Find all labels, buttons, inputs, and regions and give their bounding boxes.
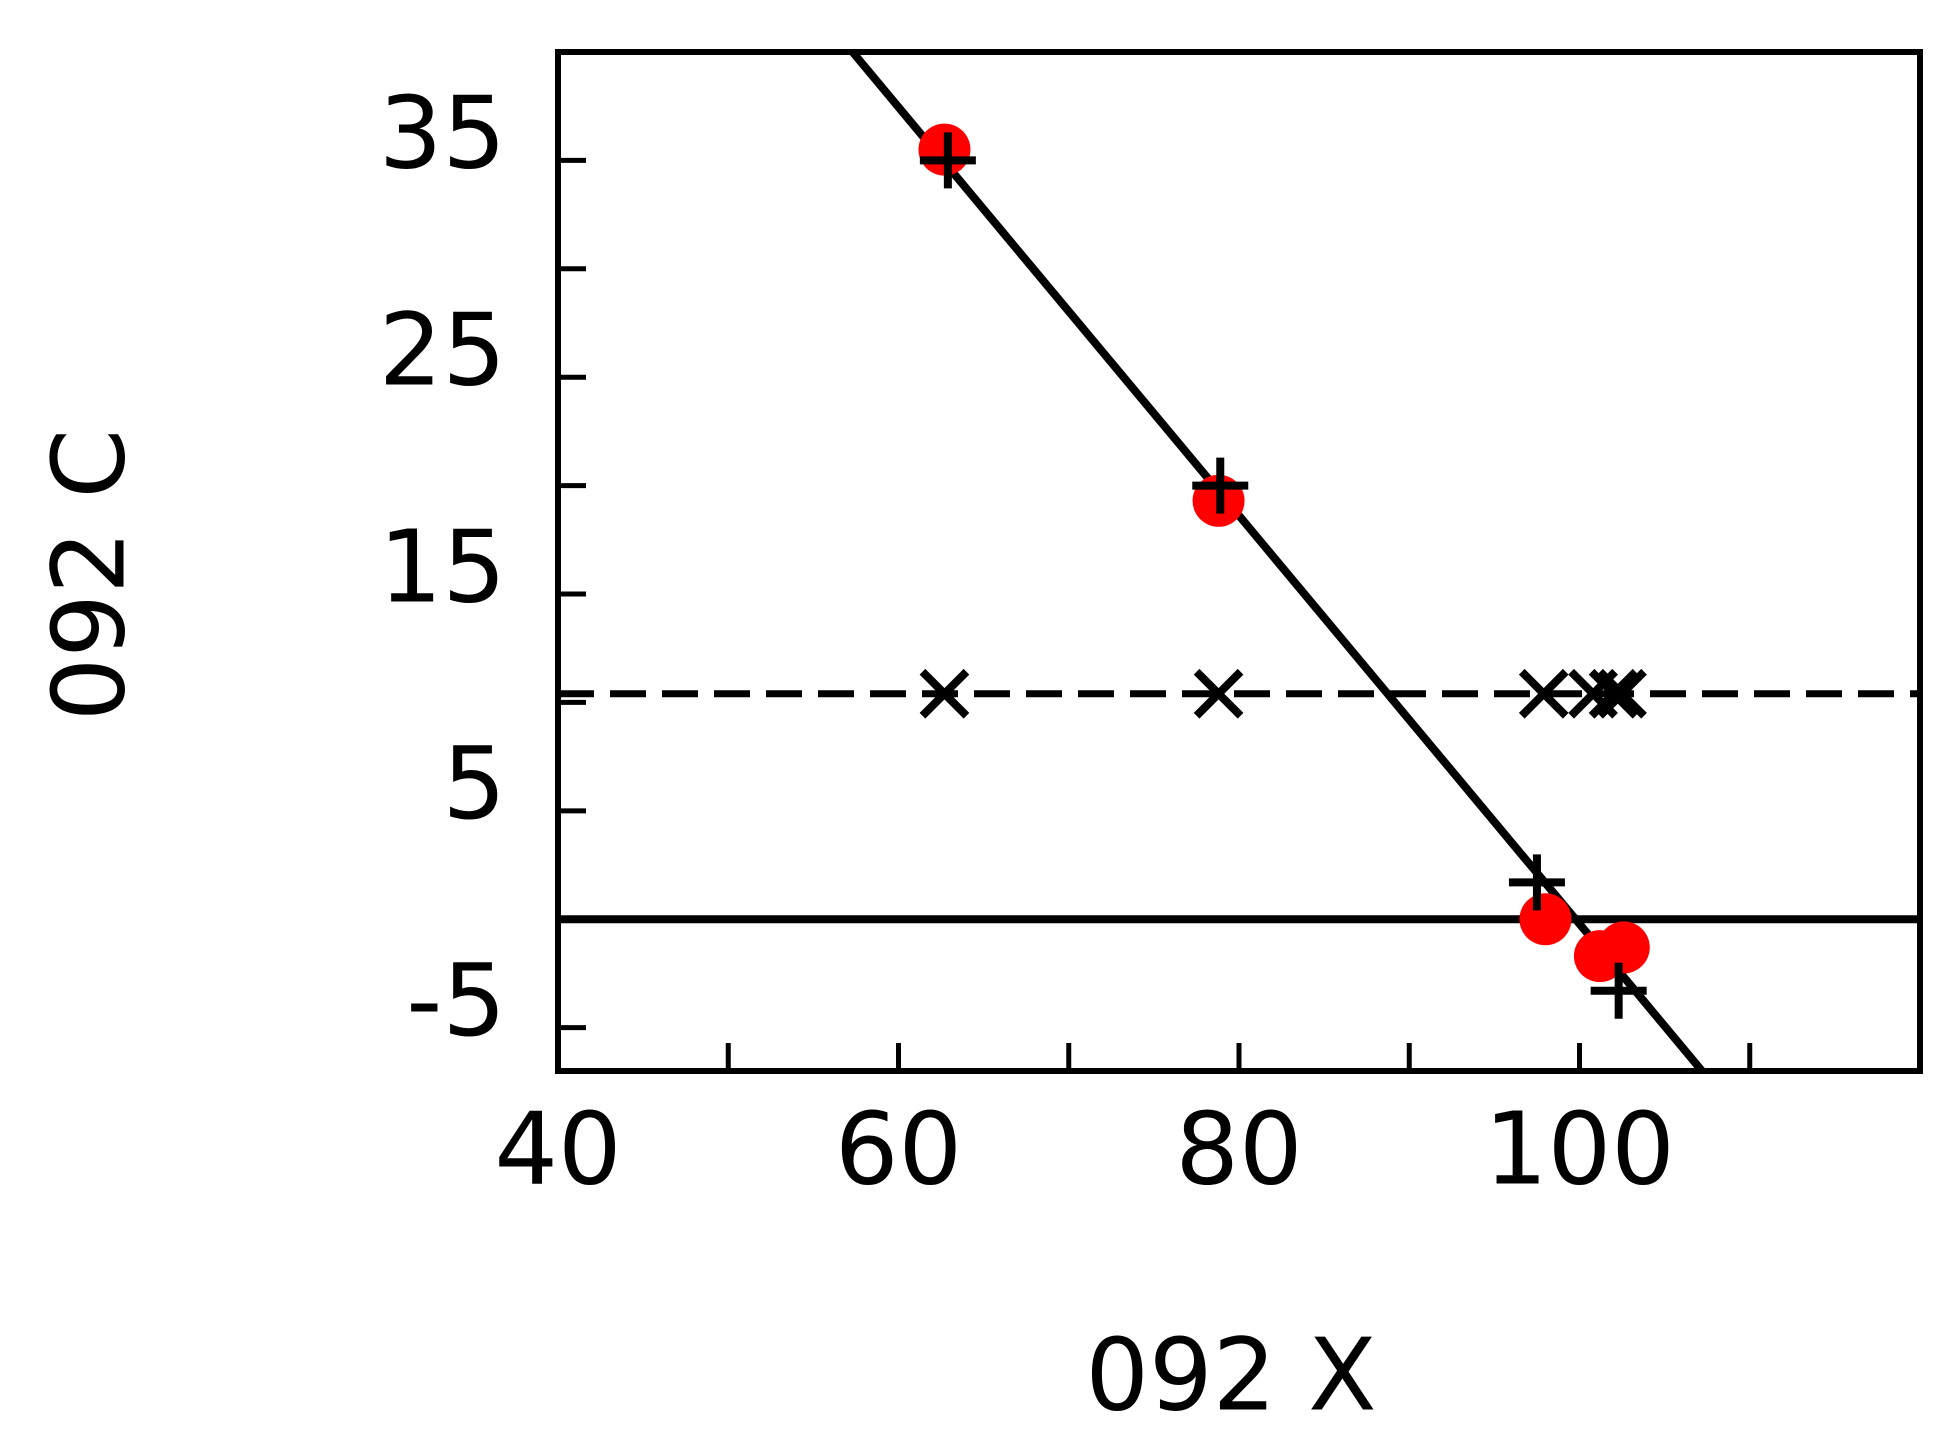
plot-frame [555,49,1923,1074]
point [1518,668,1569,719]
x-axis-label: 092 X [1085,1316,1376,1433]
x-tick-label: 60 [835,1090,962,1207]
point [1597,921,1650,974]
point [1192,457,1249,514]
y-axis-label: 092 C [30,429,147,721]
point [1508,854,1565,911]
point [1597,668,1647,719]
y-tick-label: -5 [406,942,506,1059]
point [1193,668,1244,719]
x-tick-label: 80 [1175,1090,1302,1207]
point [1590,962,1647,1019]
point [919,668,970,719]
y-tick-label: 35 [379,75,506,192]
y-tick-label: 5 [442,725,506,842]
x-tick-label: 40 [494,1090,621,1207]
point [919,132,976,189]
x-tick-label: 100 [1484,1090,1675,1207]
point [1519,893,1572,946]
y-tick-label: 25 [379,292,506,409]
y-tick-label: 15 [379,508,506,625]
point [1588,668,1639,719]
